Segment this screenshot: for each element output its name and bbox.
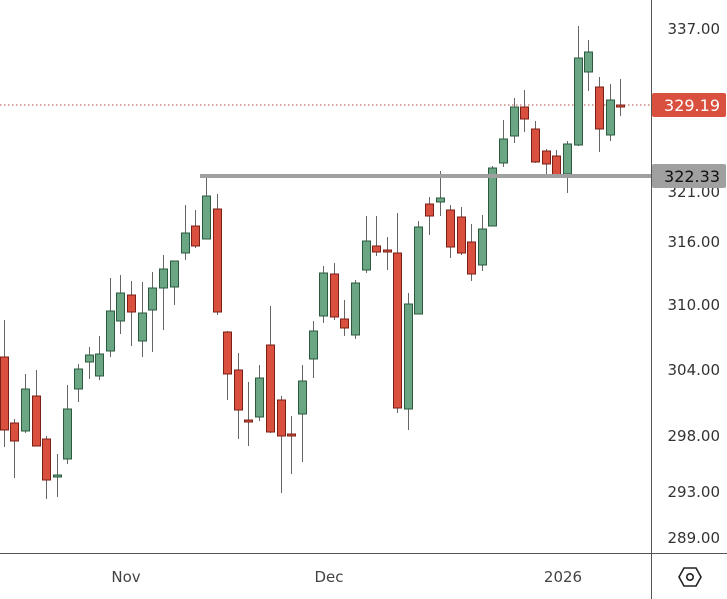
time-tick-label: Dec (314, 568, 344, 586)
candle (32, 370, 41, 447)
hexagon-gear-icon (678, 566, 702, 587)
candle (170, 260, 179, 305)
candle (53, 454, 62, 497)
candle (181, 205, 190, 260)
candle (340, 300, 349, 336)
candle (106, 278, 115, 357)
candle (467, 224, 476, 281)
price-axis[interactable]: 337.00 321.00 316.00 310.00 304.00 298.00 293.… (651, 0, 727, 553)
candle (457, 207, 466, 255)
price-tick-label: 298.00 (667, 427, 721, 445)
candle (606, 84, 615, 141)
candle (531, 121, 540, 163)
candle (191, 210, 200, 248)
candle (138, 282, 147, 357)
candle (478, 215, 487, 271)
candle (244, 382, 253, 446)
time-tick-label: 2026 (543, 568, 583, 586)
candle (159, 255, 168, 330)
candle (414, 221, 423, 315)
candle (85, 347, 94, 379)
level-price-tag: 322.33 (652, 164, 726, 188)
candle (223, 331, 232, 400)
candle (234, 353, 243, 439)
candle (499, 120, 508, 167)
price-tick-label: 310.00 (667, 296, 721, 314)
candle (393, 213, 402, 413)
candle (616, 79, 625, 116)
candle (383, 237, 392, 270)
candle (351, 280, 360, 339)
price-tick-label: 289.00 (667, 529, 721, 547)
price-tick-label: 293.00 (667, 483, 721, 501)
candle (584, 40, 593, 91)
candle (446, 205, 455, 258)
candle (127, 281, 136, 346)
candle (74, 364, 83, 402)
candle (116, 275, 125, 334)
candle (298, 365, 307, 462)
candle (213, 194, 222, 315)
candle (10, 419, 19, 478)
candle (287, 416, 296, 474)
candle (372, 216, 381, 256)
candle (552, 150, 561, 178)
candle (42, 436, 51, 499)
last-price-tag: 329.19 (652, 93, 726, 117)
candle (330, 263, 339, 320)
chart-plot-area[interactable] (0, 0, 651, 553)
candle (563, 141, 572, 193)
candle (95, 336, 104, 380)
candle (319, 266, 328, 323)
candle (574, 26, 583, 146)
time-axis[interactable]: Nov Dec 2026 (0, 553, 651, 599)
candle (309, 321, 318, 378)
candle (542, 149, 551, 175)
candle (425, 197, 434, 235)
candle (21, 374, 30, 433)
candle (63, 385, 72, 464)
candle (255, 365, 264, 421)
price-tick-label: 337.00 (667, 20, 721, 38)
price-tick-label: 304.00 (667, 361, 721, 379)
candle (404, 293, 413, 430)
candle (266, 306, 275, 433)
candle (148, 272, 157, 352)
chart-settings-button[interactable] (651, 553, 727, 599)
candle (362, 216, 371, 273)
candle (202, 176, 211, 240)
candle (520, 90, 529, 132)
candle (595, 77, 604, 152)
candle (510, 98, 519, 143)
candle (277, 396, 286, 493)
candle (0, 320, 9, 447)
time-tick-label: Nov (111, 568, 141, 586)
price-tick-label: 316.00 (667, 233, 721, 251)
candle (436, 171, 445, 216)
